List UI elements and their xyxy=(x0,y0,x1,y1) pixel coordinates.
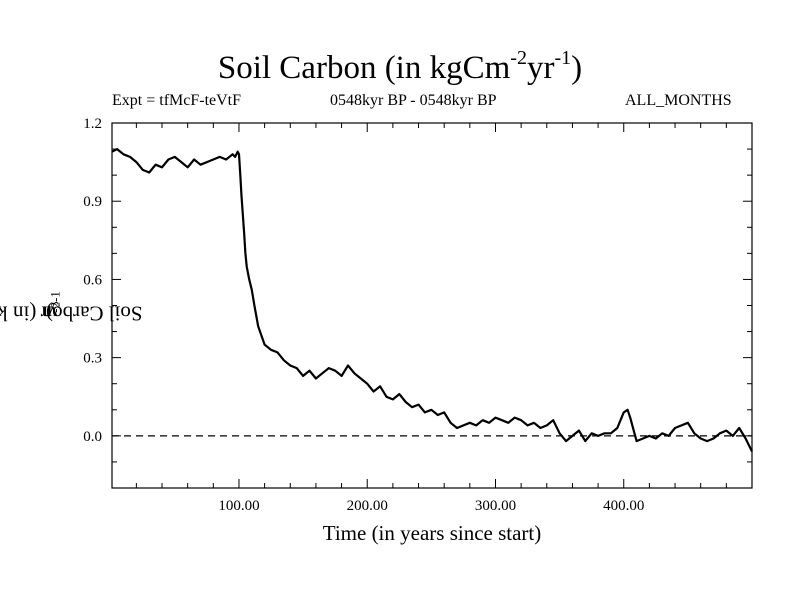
plot-frame xyxy=(111,122,753,489)
chart-title: Soil Carbon (in kgCm-2yr-1) xyxy=(0,47,800,87)
x-tick-label: 100.00 xyxy=(218,498,259,514)
x-tick-label: 400.00 xyxy=(603,498,644,514)
y-tick-label: 0.6 xyxy=(83,272,102,288)
chart-title-main: Soil Carbon (in kgCm xyxy=(217,50,511,86)
x-tick-label: 300.00 xyxy=(475,498,516,514)
chart-title-end: ) xyxy=(571,50,583,86)
series-line-soil-carbon xyxy=(111,148,753,452)
y-label-end: ) xyxy=(46,301,53,326)
chart-title-sup2: -1 xyxy=(554,47,572,69)
chart-title-mid: yr xyxy=(526,50,555,86)
subtitle-months: ALL_MONTHS xyxy=(625,92,732,109)
chart-title-sup1: -2 xyxy=(510,47,527,69)
y-axis-label-text: Soil Carbon (in kgCm-2yr-1) xyxy=(0,291,143,325)
x-tick-label: 200.00 xyxy=(347,498,388,514)
y-tick-label: 0.0 xyxy=(83,429,102,445)
y-label-main: Soil Carbon (in kgCm xyxy=(0,301,143,326)
y-tick-label: 0.3 xyxy=(83,351,102,367)
x-axis-label: Time (in years since start) xyxy=(322,521,542,545)
subtitle-period: 0548kyr BP - 0548kyr BP xyxy=(330,92,497,109)
y-tick-label: 0.9 xyxy=(83,194,102,210)
subtitle-experiment: Expt = tfMcF-teVtF xyxy=(112,92,242,109)
y-tick-label: 1.2 xyxy=(83,116,102,132)
